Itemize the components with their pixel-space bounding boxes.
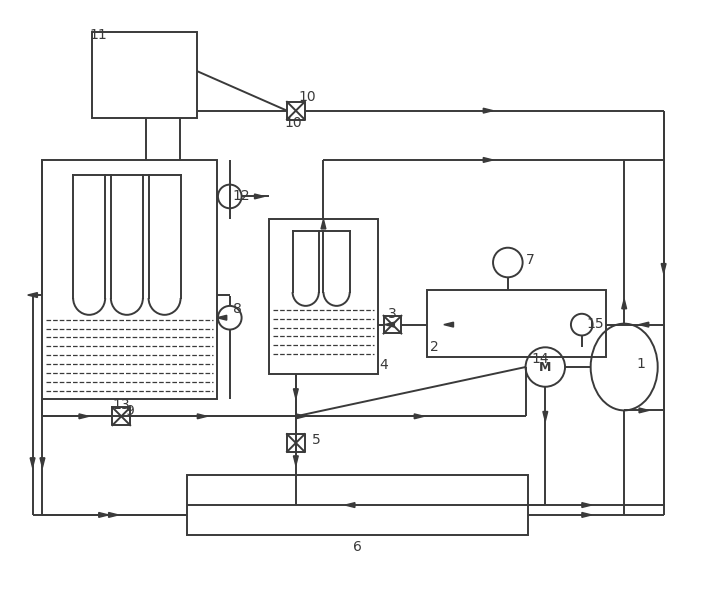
Polygon shape xyxy=(293,389,298,399)
Polygon shape xyxy=(79,414,89,419)
Polygon shape xyxy=(109,513,119,517)
Polygon shape xyxy=(582,502,591,507)
Text: 8: 8 xyxy=(233,302,241,316)
Polygon shape xyxy=(40,458,45,467)
Polygon shape xyxy=(484,108,493,113)
Polygon shape xyxy=(197,414,207,419)
Polygon shape xyxy=(582,513,591,517)
Bar xyxy=(427,290,606,357)
Text: 13: 13 xyxy=(112,398,130,412)
Text: 3: 3 xyxy=(388,307,397,321)
Text: 10: 10 xyxy=(299,90,317,104)
Polygon shape xyxy=(385,322,394,327)
Polygon shape xyxy=(543,411,547,421)
Text: 15: 15 xyxy=(586,316,604,331)
Text: 9: 9 xyxy=(125,403,133,418)
Polygon shape xyxy=(444,322,454,327)
Polygon shape xyxy=(321,219,326,229)
Polygon shape xyxy=(622,299,627,309)
Text: 10: 10 xyxy=(284,116,302,129)
Polygon shape xyxy=(254,194,264,199)
Polygon shape xyxy=(30,458,35,467)
Polygon shape xyxy=(293,456,298,465)
Polygon shape xyxy=(217,315,226,320)
Polygon shape xyxy=(28,293,38,297)
Bar xyxy=(43,160,217,399)
Text: 11: 11 xyxy=(89,28,107,42)
Text: 14: 14 xyxy=(532,352,549,366)
Polygon shape xyxy=(661,263,666,273)
Bar xyxy=(92,32,197,117)
Text: 5: 5 xyxy=(312,433,320,447)
Polygon shape xyxy=(639,408,649,413)
Text: M: M xyxy=(539,361,552,374)
Text: 12: 12 xyxy=(233,188,251,203)
Polygon shape xyxy=(296,414,305,419)
Text: 1: 1 xyxy=(636,357,645,371)
Polygon shape xyxy=(484,157,493,162)
Polygon shape xyxy=(414,414,424,419)
Text: 4: 4 xyxy=(380,358,388,372)
Bar xyxy=(269,219,378,374)
Polygon shape xyxy=(99,513,109,517)
Text: 7: 7 xyxy=(525,253,535,266)
Polygon shape xyxy=(345,502,355,507)
Polygon shape xyxy=(639,322,649,327)
Bar xyxy=(187,476,528,535)
Text: 2: 2 xyxy=(430,340,439,354)
Text: 6: 6 xyxy=(353,539,361,554)
